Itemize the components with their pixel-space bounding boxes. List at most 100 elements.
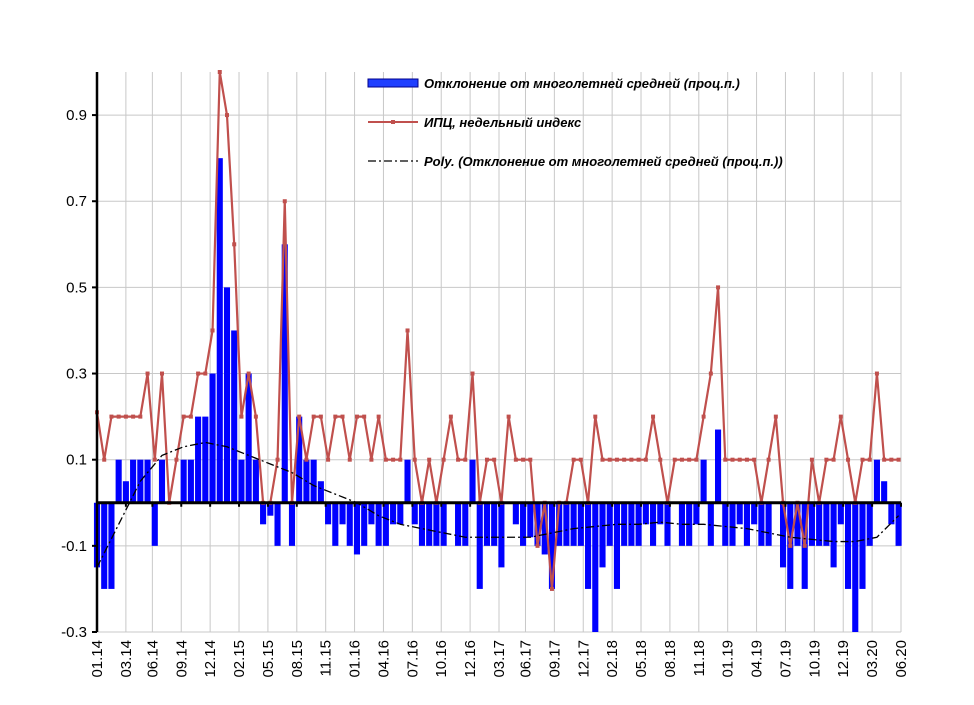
point	[629, 457, 634, 462]
bar	[158, 459, 166, 503]
x-tick-label: 10.19	[806, 640, 823, 678]
bar	[455, 502, 462, 546]
bar	[498, 502, 505, 568]
bar	[527, 502, 534, 538]
bar	[592, 502, 599, 632]
point	[376, 414, 381, 419]
point	[549, 586, 554, 591]
point	[896, 457, 901, 462]
point	[311, 414, 316, 419]
point	[752, 457, 757, 462]
bar	[570, 502, 577, 546]
bar	[288, 502, 296, 546]
point	[694, 457, 699, 462]
point	[838, 414, 843, 419]
point	[340, 414, 345, 419]
point	[651, 414, 656, 419]
x-tick-label: 07.19	[777, 640, 794, 678]
bar	[743, 502, 750, 546]
x-tick-label: 05.18	[633, 640, 650, 678]
bar	[599, 502, 606, 568]
bar	[664, 502, 671, 546]
point	[708, 371, 713, 376]
bar	[476, 502, 483, 589]
bar	[700, 459, 707, 503]
point	[456, 457, 461, 462]
point	[809, 457, 814, 462]
point	[174, 457, 179, 462]
bar	[512, 502, 519, 525]
x-tick-label: 06.20	[893, 640, 910, 678]
point	[362, 414, 367, 419]
point	[737, 457, 742, 462]
x-tick-label: 12.16	[462, 640, 479, 678]
point	[427, 457, 432, 462]
bar	[310, 459, 317, 503]
x-tick-label: 03.17	[491, 640, 508, 678]
bar	[888, 502, 895, 525]
x-tick-label: 01.19	[720, 640, 737, 678]
bar	[440, 502, 447, 546]
x-tick-label: 11.18	[691, 640, 708, 676]
x-tick-label: 01.14	[89, 640, 106, 678]
point	[528, 457, 533, 462]
bar	[462, 502, 469, 546]
point	[347, 457, 352, 462]
bar	[722, 502, 729, 546]
point	[441, 457, 446, 462]
point	[369, 457, 374, 462]
point	[636, 457, 641, 462]
point	[831, 457, 836, 462]
x-tick-label: 08.18	[662, 640, 679, 678]
bar	[469, 459, 476, 503]
bar	[852, 502, 859, 632]
point	[405, 328, 410, 333]
x-tick-label: 11.15	[318, 640, 335, 676]
bar	[873, 459, 880, 503]
point	[275, 457, 280, 462]
bar	[209, 373, 216, 503]
point	[333, 414, 338, 419]
x-tick-label: 01.16	[347, 640, 364, 678]
point	[874, 371, 879, 376]
legend-marker	[391, 120, 395, 124]
line	[95, 71, 899, 590]
bar	[296, 416, 303, 503]
point	[773, 414, 778, 419]
bar	[216, 158, 223, 503]
bar	[231, 330, 238, 503]
bar	[382, 502, 389, 546]
point	[484, 457, 489, 462]
bar	[794, 502, 801, 546]
bar	[281, 244, 288, 503]
bar	[650, 502, 657, 546]
x-tick-label: 08.15	[289, 640, 306, 678]
point	[217, 70, 222, 74]
point	[318, 414, 323, 419]
bar	[563, 502, 570, 546]
x-tick-label: 06.17	[517, 640, 534, 678]
point	[398, 457, 403, 462]
point	[203, 371, 208, 376]
point	[614, 457, 619, 462]
point	[824, 457, 829, 462]
y-tick-label: 0.9	[66, 107, 87, 124]
point	[802, 543, 807, 548]
y-tick-label: 0.5	[66, 279, 87, 296]
bar	[375, 502, 382, 546]
point	[513, 457, 518, 462]
x-tick-label: 03.20	[864, 640, 881, 678]
point	[304, 457, 309, 462]
bar	[361, 502, 368, 546]
point	[463, 457, 468, 462]
point	[600, 457, 605, 462]
point	[383, 457, 388, 462]
bar	[390, 502, 397, 525]
x-tick-label: 12.17	[575, 640, 592, 678]
bar	[223, 287, 231, 503]
x-tick-label: 03.14	[118, 640, 135, 678]
point	[297, 414, 302, 419]
bar	[577, 502, 584, 546]
bar	[628, 502, 635, 546]
